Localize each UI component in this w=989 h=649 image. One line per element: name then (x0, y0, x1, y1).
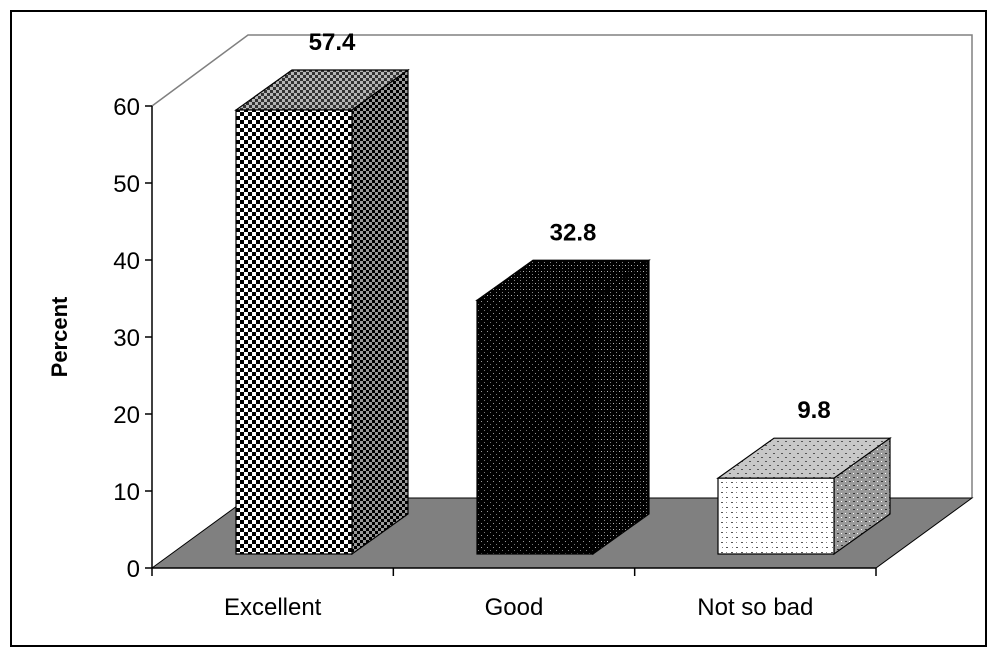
y-axis-ticks: 0 10 20 30 40 50 60 (113, 94, 152, 583)
bar-side-face (592, 259, 650, 556)
y-tick-label: 10 (113, 479, 140, 506)
data-label: 32.8 (550, 219, 597, 246)
data-label: 9.8 (797, 397, 830, 424)
bar-3 (716, 437, 892, 556)
bar-front-face (235, 109, 353, 555)
x-tick-label: Good (485, 594, 544, 621)
x-tick-label: Excellent (224, 594, 322, 621)
bar-1 (234, 68, 410, 556)
y-tick-label: 50 (113, 171, 140, 198)
y-tick-label: 40 (113, 248, 140, 275)
y-axis-label: Percent (47, 296, 72, 377)
bar-2 (475, 259, 651, 556)
y-tick-label: 0 (127, 556, 140, 583)
bar-front-face (476, 299, 594, 555)
x-axis-ticks: Excellent Good Not so bad (151, 568, 877, 621)
data-label: 57.4 (309, 29, 356, 56)
y-tick-label: 20 (113, 402, 140, 429)
x-tick-label: Not so bad (697, 594, 813, 621)
back-wall-outline (151, 34, 973, 498)
data-labels-group: 57.4 32.8 9.8 (309, 29, 831, 424)
bars-group (234, 68, 892, 556)
bar-front-face (717, 477, 835, 555)
bar-side-face (351, 68, 409, 556)
y-tick-label: 60 (113, 94, 140, 121)
y-tick-label: 30 (113, 325, 140, 352)
